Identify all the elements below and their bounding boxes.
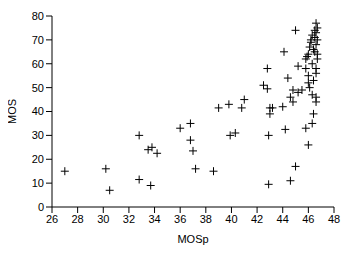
svg-text:30: 30 — [97, 213, 109, 225]
svg-text:36: 36 — [174, 213, 186, 225]
svg-text:30: 30 — [32, 129, 44, 141]
svg-text:40: 40 — [225, 213, 237, 225]
svg-text:28: 28 — [72, 213, 84, 225]
svg-text:50: 50 — [32, 82, 44, 94]
svg-text:46: 46 — [302, 213, 314, 225]
svg-text:48: 48 — [328, 213, 340, 225]
svg-text:60: 60 — [32, 58, 44, 70]
svg-text:20: 20 — [32, 153, 44, 165]
svg-text:42: 42 — [251, 213, 263, 225]
svg-text:10: 10 — [32, 177, 44, 189]
svg-text:70: 70 — [32, 34, 44, 46]
svg-text:MOS: MOS — [8, 99, 18, 124]
svg-text:40: 40 — [32, 105, 44, 117]
svg-text:26: 26 — [46, 213, 58, 225]
svg-text:32: 32 — [123, 213, 135, 225]
svg-text:MOSp: MOSp — [177, 233, 208, 245]
svg-text:44: 44 — [277, 213, 289, 225]
svg-text:0: 0 — [38, 201, 44, 213]
svg-text:80: 80 — [32, 10, 44, 22]
svg-text:38: 38 — [200, 213, 212, 225]
svg-text:34: 34 — [148, 213, 160, 225]
